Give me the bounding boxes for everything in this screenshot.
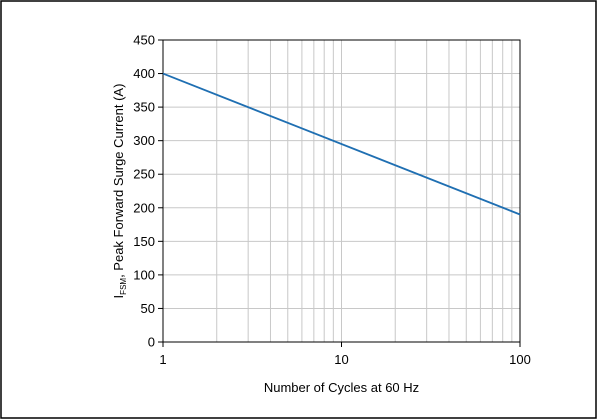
y-axis-label-main: I (111, 295, 126, 299)
y-tick-label: 400 (133, 66, 155, 81)
y-tick-label: 200 (133, 200, 155, 215)
y-tick-label: 450 (133, 33, 155, 48)
x-axis-label: Number of Cycles at 60 Hz (264, 380, 419, 395)
y-tick-label: 250 (133, 167, 155, 182)
x-tick-label: 100 (509, 352, 531, 367)
y-axis-ticks: 0 50 100 150 200 250 300 350 400 450 (133, 33, 163, 350)
y-tick-label: 300 (133, 133, 155, 148)
x-tick-label: 10 (334, 352, 348, 367)
y-tick-label: 100 (133, 267, 155, 282)
y-tick-label: 350 (133, 100, 155, 115)
grid (163, 40, 520, 342)
series-line (162, 72, 521, 216)
series-group (162, 72, 521, 216)
x-tick-label: 1 (159, 352, 166, 367)
y-axis-label-rest: , Peak Forward Surge Current (A) (111, 84, 126, 278)
y-axis-label: IFSM, Peak Forward Surge Current (A) (111, 84, 128, 299)
y-tick-label: 0 (148, 335, 155, 350)
x-axis-ticks: 1 10 100 (159, 342, 531, 367)
y-axis-label-subscript: FSM (119, 278, 128, 295)
y-tick-label: 150 (133, 234, 155, 249)
y-tick-label: 50 (141, 301, 155, 316)
